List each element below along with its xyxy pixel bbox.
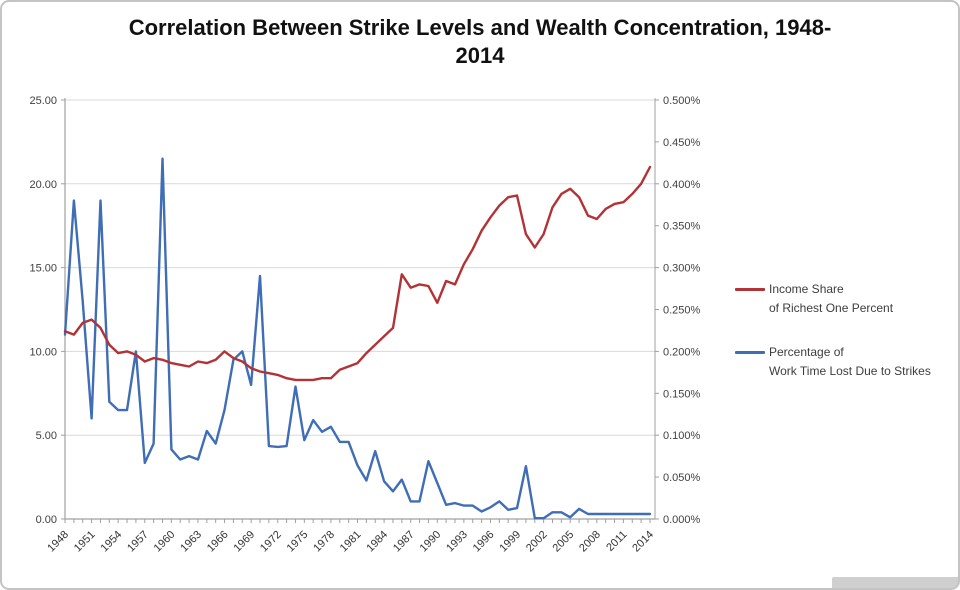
chart-title-line2: 2014 (455, 43, 505, 68)
strike-time-line-swatch (735, 351, 765, 354)
watermark-fragment (832, 577, 958, 590)
right-axis-tick-label: 0.400% (663, 179, 701, 191)
x-axis-tick-label: 1981 (338, 529, 364, 555)
legend-item-strike-time: Percentage of Work Time Lost Due to Stri… (735, 343, 960, 381)
right-axis-tick-label: 0.350% (663, 221, 701, 233)
left-axis-tick-label: 5.00 (36, 430, 57, 442)
x-axis-tick-label: 1951 (72, 529, 98, 555)
income-share-line-swatch (735, 288, 765, 291)
left-axis-tick-label: 15.00 (29, 263, 57, 275)
legend-label-line: Work Time Lost Due to Strikes (769, 364, 931, 378)
right-axis-tick-label: 0.050% (663, 472, 701, 484)
x-axis-tick-label: 2008 (577, 529, 603, 555)
left-axis-tick-label: 25.00 (29, 95, 57, 107)
x-axis-tick-label: 1999 (497, 529, 523, 555)
x-axis-tick-label: 1993 (444, 529, 470, 555)
x-axis-tick-label: 1972 (258, 529, 284, 555)
right-axis-tick-label: 0.500% (663, 95, 701, 107)
legend-label-strike-time: Percentage of Work Time Lost Due to Stri… (769, 343, 931, 381)
x-axis-tick-label: 1954 (99, 529, 125, 555)
legend-item-income-share: Income Share of Richest One Percent (735, 280, 960, 318)
x-axis-tick-label: 1948 (45, 529, 71, 555)
x-axis-tick-label: 1987 (391, 529, 417, 555)
x-axis-tick-label: 2002 (524, 529, 550, 555)
left-axis-tick-label: 10.00 (29, 346, 57, 358)
x-axis-tick-label: 2005 (551, 529, 577, 555)
chart-title: Correlation Between Strike Levels and We… (0, 14, 960, 70)
right-axis-tick-label: 0.150% (663, 388, 701, 400)
x-axis-tick-label: 1975 (285, 529, 311, 555)
right-axis-tick-label: 0.300% (663, 263, 701, 275)
legend-label-line: Percentage of (769, 345, 844, 359)
x-axis-tick-label: 1969 (231, 529, 257, 555)
x-axis-tick-label: 2014 (630, 529, 656, 555)
right-axis-tick-label: 0.100% (663, 430, 701, 442)
x-axis-tick-label: 1966 (205, 529, 231, 555)
right-axis-tick-label: 0.200% (663, 346, 701, 358)
x-axis-tick-label: 1996 (471, 529, 497, 555)
strike-time-line (63, 157, 652, 520)
left-axis-tick-label: 20.00 (29, 179, 57, 191)
right-axis-tick-label: 0.450% (663, 137, 701, 149)
x-axis-tick-label: 1990 (418, 529, 444, 555)
legend-label-income-share: Income Share of Richest One Percent (769, 280, 893, 318)
x-axis-tick-label: 1963 (178, 529, 204, 555)
income-share-line (63, 165, 652, 382)
x-axis-tick-label: 2011 (604, 529, 629, 554)
legend: Income Share of Richest One Percent Perc… (735, 280, 960, 381)
x-axis-tick-label: 1984 (364, 529, 390, 555)
left-axis-tick-label: 0.00 (36, 514, 57, 526)
right-axis-tick-label: 0.250% (663, 305, 701, 317)
legend-label-line: Income Share (769, 282, 844, 296)
x-axis-tick-label: 1978 (311, 529, 337, 555)
x-axis-tick-label: 1960 (152, 529, 178, 555)
right-axis-tick-label: 0.000% (663, 514, 701, 526)
x-axis-tick-label: 1957 (125, 529, 151, 555)
chart-title-line1: Correlation Between Strike Levels and We… (128, 15, 832, 40)
legend-label-line: of Richest One Percent (769, 301, 894, 315)
